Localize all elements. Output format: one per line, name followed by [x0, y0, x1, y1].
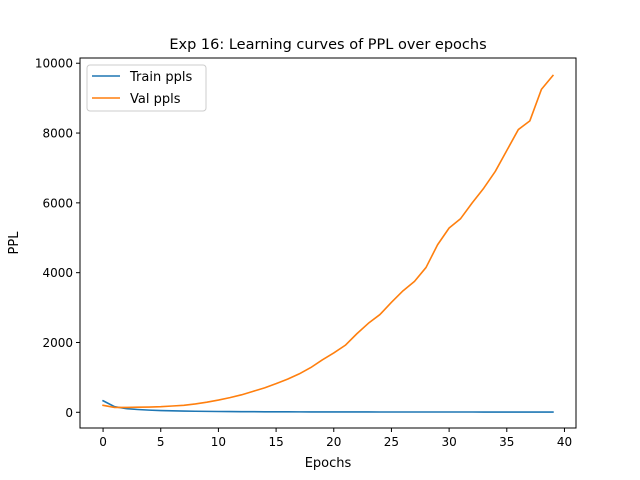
x-axis-ticks: 0 5 10 15 20 25 30 35 40: [99, 428, 572, 449]
axes-layer: [79, 57, 577, 429]
y-tick-label: 8000: [42, 127, 73, 141]
y-tick-label: 2000: [42, 336, 73, 350]
chart-title: Exp 16: Learning curves of PPL over epoc…: [169, 37, 486, 53]
y-axis-ticks: 0 2000 4000 6000 8000 10000: [35, 57, 80, 420]
series-line-train: [101, 399, 554, 413]
plot-frame: [79, 57, 577, 429]
plot-background: [80, 58, 576, 428]
x-tick-label: 15: [268, 435, 283, 449]
legend: Train ppls Val ppls: [86, 64, 207, 112]
x-tick-label: 5: [157, 435, 165, 449]
x-tick-label: 40: [557, 435, 572, 449]
y-tick-label: 4000: [42, 266, 73, 280]
legend-label-val: Val ppls: [130, 92, 181, 107]
x-tick-label: 0: [99, 435, 107, 449]
x-axis-label: Epochs: [305, 456, 352, 471]
y-tick-label: 0: [65, 406, 73, 420]
y-axis-label: PPL: [7, 231, 22, 255]
x-tick-label: 30: [441, 435, 456, 449]
x-tick-label: 35: [499, 435, 514, 449]
series-layer: [101, 74, 555, 413]
y-tick-label: 6000: [42, 196, 73, 210]
x-tick-label: 10: [211, 435, 226, 449]
legend-label-train: Train ppls: [129, 70, 192, 85]
x-tick-label: 25: [384, 435, 399, 449]
series-line-val: [102, 74, 555, 409]
x-tick-label: 20: [326, 435, 341, 449]
y-tick-label: 10000: [35, 57, 73, 71]
